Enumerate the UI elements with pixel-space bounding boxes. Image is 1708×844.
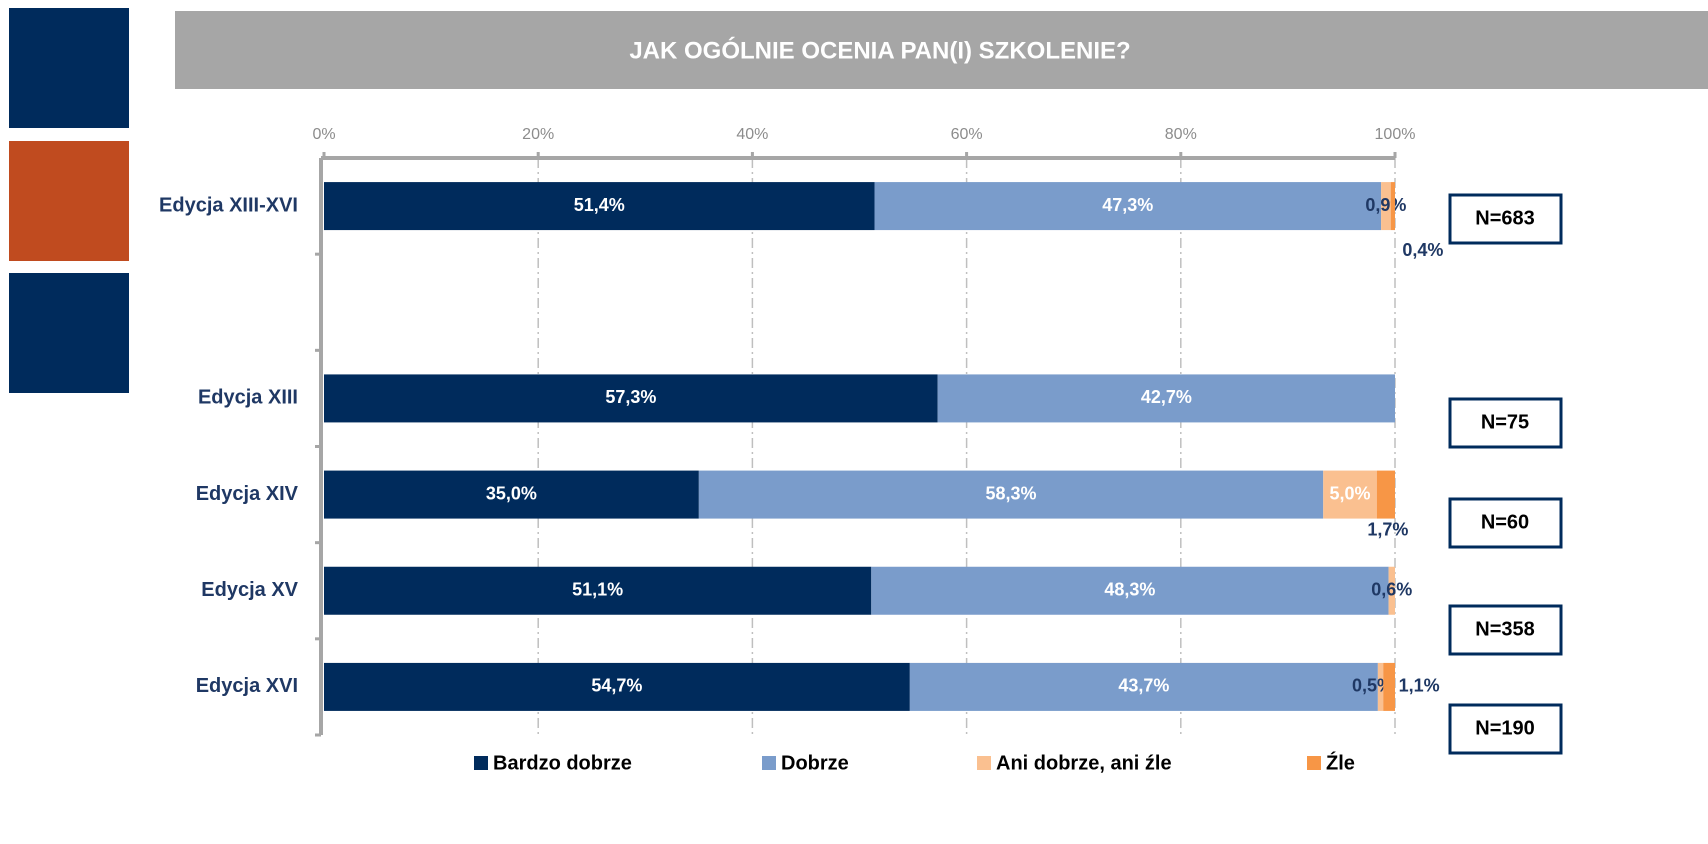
n-label: N=190 <box>1475 717 1535 739</box>
legend-swatch <box>474 756 488 770</box>
data-label: 48,3% <box>1104 580 1155 600</box>
bar-segment <box>1388 566 1395 615</box>
data-label: 57,3% <box>605 387 656 407</box>
bar-segment <box>937 374 1395 423</box>
decor-square <box>9 8 129 128</box>
bar-segment <box>871 566 1389 615</box>
n-box <box>1448 703 1563 755</box>
data-label: 1,7% <box>1367 519 1408 539</box>
data-label: 58,3% <box>986 483 1037 503</box>
data-label: 43,7% <box>1118 676 1169 696</box>
y-tick-label: Edycja XIII-XVI <box>159 194 298 216</box>
bar-segment <box>324 566 872 615</box>
bar-segment <box>1377 662 1384 711</box>
legend-swatch <box>762 756 776 770</box>
bar-segment <box>1390 182 1395 231</box>
x-tick-label: 100% <box>1375 126 1416 143</box>
y-tick-label: Edycja XV <box>201 579 298 601</box>
data-label: 0,9% <box>1365 195 1406 215</box>
x-tick-label: 60% <box>951 126 983 143</box>
data-label: 51,1% <box>572 580 623 600</box>
data-label: 0,5% <box>1352 676 1393 696</box>
n-box <box>1448 193 1563 245</box>
bar-segment <box>1323 470 1377 519</box>
data-label: 1,1% <box>1399 676 1440 696</box>
chart-title: JAK OGÓLNIE OCENIA PAN(I) SZKOLENIE? <box>629 36 1130 64</box>
bar-segment <box>698 470 1324 519</box>
n-box <box>1448 497 1563 549</box>
bar-segment <box>1381 182 1391 231</box>
bar-segment <box>324 470 699 519</box>
data-label: 51,4% <box>574 195 625 215</box>
n-label: N=683 <box>1475 207 1535 229</box>
x-tick-label: 20% <box>522 126 554 143</box>
legend-label: Bardzo dobrze <box>493 752 632 774</box>
bar-segment <box>1376 470 1395 519</box>
bar-segment <box>909 662 1378 711</box>
data-label: 35,0% <box>486 483 537 503</box>
data-label: 47,3% <box>1102 195 1153 215</box>
data-label: 54,7% <box>591 676 642 696</box>
x-tick-label: 40% <box>736 126 768 143</box>
data-label: 42,7% <box>1141 387 1192 407</box>
x-tick-label: 0% <box>312 126 335 143</box>
decor-square <box>9 141 129 261</box>
bar-segment <box>1383 662 1395 711</box>
n-label: N=60 <box>1481 511 1529 533</box>
n-box <box>1448 397 1563 449</box>
data-label: 5,0% <box>1330 483 1371 503</box>
decor-square <box>9 273 129 393</box>
n-box <box>1448 604 1563 656</box>
data-label: 0,4% <box>1402 240 1443 260</box>
legend-label: Ani dobrze, ani źle <box>996 752 1172 774</box>
bar-segment <box>874 182 1382 231</box>
y-tick-label: Edycja XVI <box>196 675 298 697</box>
bar-segment <box>324 662 910 711</box>
title-bar <box>175 11 1708 89</box>
n-label: N=75 <box>1481 411 1529 433</box>
x-tick-label: 80% <box>1165 126 1197 143</box>
legend-swatch <box>1307 756 1321 770</box>
data-label: 0,6% <box>1371 580 1412 600</box>
legend-swatch <box>977 756 991 770</box>
y-tick-label: Edycja XIII <box>198 387 298 409</box>
bar-segment <box>324 182 875 231</box>
bar-segment <box>324 374 938 423</box>
y-tick-label: Edycja XIV <box>196 483 299 505</box>
legend-label: Dobrze <box>781 752 849 774</box>
n-label: N=358 <box>1475 618 1535 640</box>
legend-label: Źle <box>1326 751 1355 774</box>
